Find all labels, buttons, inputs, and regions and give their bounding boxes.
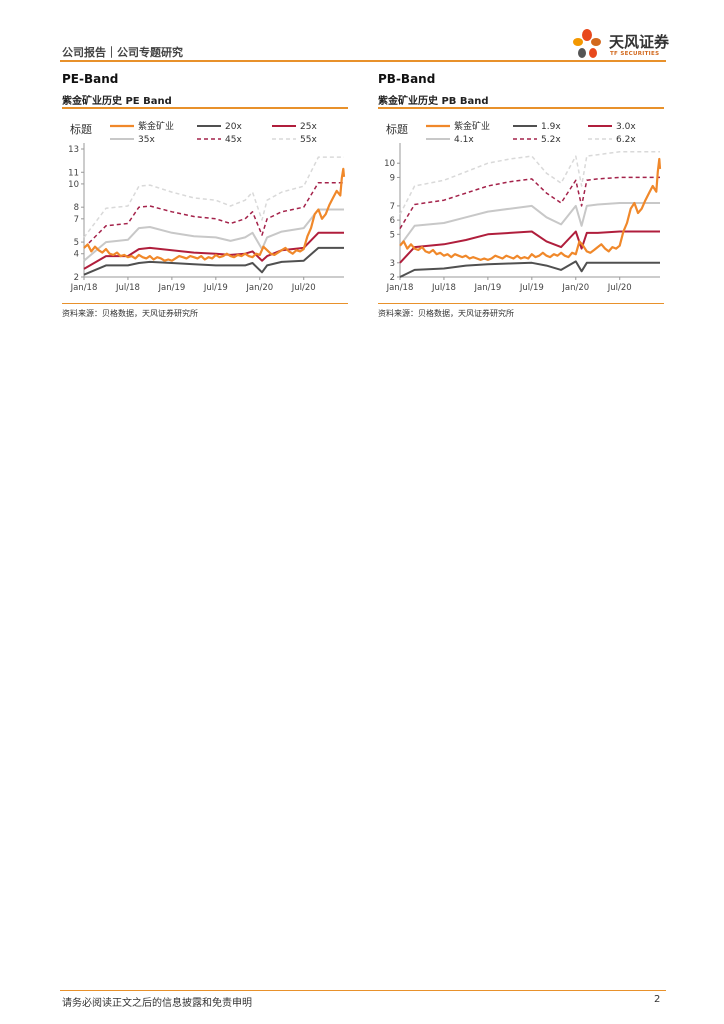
- x-tick-label: Jul/20: [607, 283, 632, 293]
- figure-heading: PB-Band: [378, 72, 436, 86]
- series-line: [83, 246, 344, 276]
- legend-item: 55x: [272, 135, 317, 145]
- brand-petal: [582, 29, 592, 41]
- legend-label: 20x: [225, 122, 242, 132]
- y-tick-label: 5: [74, 238, 79, 248]
- legend-item: 45x: [197, 135, 242, 145]
- brand-flower-icon: [573, 29, 601, 58]
- series-line: [399, 260, 660, 278]
- x-tick-label: Jan/20: [245, 283, 273, 293]
- y-tick-label: 3: [390, 259, 395, 269]
- y-tick-label: 7: [390, 202, 395, 212]
- x-tick-label: Jan/19: [473, 283, 501, 293]
- y-tick-label: 7: [74, 215, 79, 225]
- y-tick-label: 10: [384, 159, 395, 169]
- y-tick-label: 11: [68, 168, 79, 178]
- y-tick-label: 13: [68, 145, 79, 155]
- figure-source: 资料来源：贝格数据，天风证券研究所: [378, 309, 514, 318]
- legend-label: 4.1x: [454, 135, 474, 145]
- brand-petal: [591, 38, 601, 46]
- series-line: [399, 157, 662, 261]
- figure-source: 资料来源：贝格数据，天风证券研究所: [62, 309, 198, 318]
- legend-label: 6.2x: [616, 135, 636, 145]
- y-tick-label: 9: [390, 173, 395, 183]
- legend-item: 25x: [272, 122, 317, 132]
- y-tick-label: 10: [68, 180, 79, 190]
- legend-title: 标题: [386, 122, 408, 136]
- y-tick-label: 4: [74, 250, 79, 260]
- legend-label: 55x: [300, 135, 317, 145]
- footer-divider: [60, 990, 666, 991]
- legend-item: 35x: [110, 135, 155, 145]
- legend-label: 25x: [300, 122, 317, 132]
- figure-subtitle: 紫金矿业历史 PE Band: [62, 96, 172, 107]
- subtitle-divider: [378, 107, 664, 109]
- series-line: [83, 208, 344, 262]
- legend-label: 5.2x: [541, 135, 561, 145]
- legend-title: 标题: [70, 122, 92, 136]
- legend-item: 紫金矿业: [110, 120, 174, 132]
- x-tick-label: Jul/20: [291, 283, 316, 293]
- legend-item: 4.1x: [426, 135, 474, 145]
- legend-item: 1.9x: [513, 122, 561, 132]
- source-divider: [378, 303, 664, 304]
- x-tick-label: Jan/20: [561, 283, 589, 293]
- brand-petal: [589, 48, 597, 58]
- brand-petal: [573, 38, 583, 46]
- brand-logo: 天风证券 TF SECURITIES: [570, 28, 670, 60]
- x-tick-label: Jul/19: [519, 283, 544, 293]
- pe-band-figure: PE-Band 紫金矿业历史 PE Band 标题 紫金矿业 20x 25x 35x 45…: [62, 72, 348, 319]
- footer-disclaimer: 请务必阅读正文之后的信息披露和免责申明: [62, 998, 252, 1009]
- series-line: [399, 202, 660, 247]
- y-tick-label: 2: [74, 273, 79, 283]
- series-line: [399, 151, 660, 215]
- figure-heading: PE-Band: [62, 72, 119, 86]
- figure-subtitle: 紫金矿业历史 PB Band: [378, 96, 489, 107]
- report-category: 公司报告｜公司专题研究: [62, 46, 183, 59]
- legend-label: 紫金矿业: [454, 120, 490, 132]
- x-tick-label: Jul/19: [203, 283, 228, 293]
- subtitle-divider: [62, 107, 348, 109]
- source-divider: [62, 303, 348, 304]
- y-tick-label: 5: [390, 230, 395, 240]
- series-line: [83, 167, 346, 262]
- legend-label: 紫金矿业: [138, 120, 174, 132]
- x-tick-label: Jan/18: [386, 283, 414, 293]
- legend-label: 1.9x: [541, 122, 561, 132]
- header-divider: [60, 60, 666, 62]
- y-tick-label: 6: [390, 216, 395, 226]
- page-number: 2: [654, 994, 661, 1005]
- y-tick-label: 8: [74, 203, 79, 213]
- x-tick-label: Jan/19: [157, 283, 185, 293]
- legend-item: 20x: [197, 122, 242, 132]
- series-line: [399, 176, 660, 229]
- brand-name: 天风证券: [609, 33, 670, 51]
- legend-item: 3.0x: [588, 122, 636, 132]
- y-tick-label: 2: [390, 273, 395, 283]
- legend-label: 45x: [225, 135, 242, 145]
- legend-item: 5.2x: [513, 135, 561, 145]
- legend-label: 35x: [138, 135, 155, 145]
- legend-item: 紫金矿业: [426, 120, 490, 132]
- pb-band-figure: PB-Band 紫金矿业历史 PB Band 标题 紫金矿业 1.9x 3.0x 4.1…: [378, 72, 664, 319]
- x-tick-label: Jan/18: [70, 283, 98, 293]
- pe-band-chart: 标题 紫金矿业 20x 25x 35x 45x 55x 2 4 5 7 8 10 11 13 Jan/18 Ju…: [68, 120, 346, 293]
- series-line: [399, 230, 660, 264]
- pb-band-chart: 标题 紫金矿业 1.9x 3.0x 4.1x 5.2x 6.2x 2 3 5 6 7 9 10 Jan/18…: [384, 120, 662, 293]
- series-line: [83, 181, 344, 249]
- legend-item: 6.2x: [588, 135, 636, 145]
- legend-label: 3.0x: [616, 122, 636, 132]
- x-tick-label: Jul/18: [431, 283, 456, 293]
- series-line: [83, 156, 344, 238]
- brand-english-name: TF SECURITIES: [610, 51, 660, 57]
- x-tick-label: Jul/18: [115, 283, 140, 293]
- brand-petal: [578, 48, 586, 58]
